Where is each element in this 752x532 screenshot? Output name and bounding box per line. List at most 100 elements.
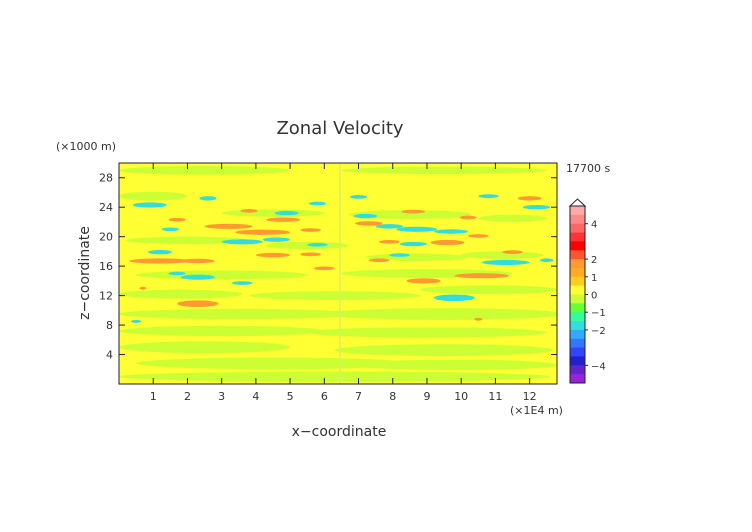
x-tick-label: 7 — [355, 390, 362, 403]
contour-region-pos1 — [204, 223, 253, 229]
contour-region-neg1 — [539, 258, 554, 263]
colorbar-band — [570, 267, 585, 278]
contour-region-neutral — [125, 236, 250, 245]
contour-region-neutral — [119, 191, 188, 201]
x-tick-label: 6 — [321, 390, 328, 403]
y-axis: 4 8 12 16 20 24 28 — [99, 172, 557, 362]
contour-region-pos1 — [314, 266, 335, 271]
contour-region-pos1 — [235, 229, 291, 235]
contour-region-neutral — [348, 210, 472, 219]
contour-region-neg1 — [130, 319, 142, 323]
contour-region-neg1 — [307, 242, 328, 247]
contour-region-pos1 — [368, 258, 390, 263]
contour-region-pos1 — [406, 278, 441, 284]
contour-region-neutral — [119, 371, 551, 382]
contour-region-neutral — [478, 214, 547, 222]
contour-region-pos1 — [430, 239, 465, 246]
colorbar-band — [570, 356, 585, 366]
contour-region-neg1 — [262, 237, 291, 242]
colorbar-band — [570, 329, 585, 340]
colorbar-band — [570, 223, 585, 234]
contour-region-neg1 — [399, 241, 427, 247]
colorbar-label: −1 — [591, 308, 606, 319]
contour-region-pos1 — [180, 258, 215, 264]
contour-region-neg1 — [349, 195, 368, 199]
contour-region-neutral — [461, 251, 544, 259]
contour-region-neutral — [341, 166, 547, 175]
colorbar-band — [570, 276, 585, 287]
colorbar-band — [570, 214, 585, 225]
x-unit-label: (×1E4 m) — [510, 404, 563, 417]
colorbar-band — [570, 321, 585, 331]
contour-region-neg1 — [478, 194, 499, 198]
contour-region-neg1 — [522, 204, 551, 210]
x-tick-label: 3 — [218, 390, 225, 403]
colorbar-label: 2 — [591, 255, 597, 266]
contour-region-neg1 — [168, 271, 186, 276]
colorbar-label: 0 — [591, 291, 597, 302]
x-tick-label: 12 — [523, 390, 537, 403]
contour-region-neutral — [249, 291, 421, 301]
colorbar-band — [570, 250, 585, 260]
colorbar-band — [570, 365, 585, 375]
contour-region-pos1 — [300, 252, 321, 257]
contour-region-pos1 — [139, 286, 147, 290]
y-tick-label: 4 — [106, 349, 113, 362]
colorbar-band — [570, 294, 585, 304]
contour-region-pos1 — [177, 300, 219, 308]
contour-region-neutral — [136, 357, 410, 370]
y-tick-label: 16 — [99, 260, 113, 273]
contour-region-neutral — [266, 241, 349, 250]
contour-region-neg1 — [231, 281, 253, 285]
colorbar-band — [570, 285, 585, 295]
contour-region-pos1 — [168, 217, 186, 222]
contour-region-neg1 — [433, 294, 475, 302]
contour-region-neg1 — [148, 249, 173, 255]
contour-region-neg1 — [221, 239, 263, 245]
contour-region-neutral — [420, 285, 557, 295]
colorbar-band — [570, 241, 585, 251]
y-tick-label: 28 — [99, 172, 113, 185]
colorbar-label: 4 — [591, 220, 597, 231]
y-tick-label: 24 — [99, 201, 113, 214]
y-tick-label: 20 — [99, 231, 113, 244]
colorbar-band — [570, 338, 585, 349]
colorbar-label: −4 — [591, 361, 606, 372]
contour-region-neutral — [351, 359, 557, 371]
x-tick-label: 5 — [287, 390, 294, 403]
contour-region-neg1 — [308, 201, 327, 206]
colorbar-band — [570, 303, 585, 313]
contour-region-neg1 — [199, 196, 217, 201]
contour-region-neutral — [119, 289, 243, 299]
contour-region-neg1 — [433, 229, 469, 234]
y-tick-label: 12 — [99, 290, 113, 303]
contour-region-neg1 — [375, 224, 404, 229]
contour-region-pos1 — [459, 215, 477, 220]
contour-region-neutral — [119, 341, 291, 354]
colorbar-band — [570, 232, 585, 242]
x-tick-label: 1 — [150, 390, 157, 403]
contour-region-neutral — [221, 209, 325, 217]
contour-field — [119, 163, 557, 384]
contour-region-pos1 — [454, 273, 510, 279]
x-axis-label: x−coordinate — [292, 424, 387, 440]
contour-region-neg1 — [389, 253, 410, 257]
colorbar-band — [570, 374, 585, 384]
colorbar-label: −2 — [591, 326, 606, 337]
contour-region-neutral — [324, 308, 557, 320]
contour-region-pos1 — [255, 252, 291, 258]
contour-region-neutral — [307, 327, 547, 338]
colorbar-band — [570, 347, 585, 357]
contour-region-neg1 — [132, 202, 167, 208]
x-tick-label: 4 — [252, 390, 259, 403]
plot-frame — [118, 162, 558, 385]
x-axis: 1 2 3 4 5 6 7 8 9 10 11 12 — [150, 163, 537, 403]
contour-region-neg1 — [274, 210, 299, 216]
x-tick-label: 11 — [488, 390, 502, 403]
contour-region-pos1 — [266, 217, 301, 222]
x-tick-label: 8 — [389, 390, 396, 403]
contour-region-pos1 — [474, 317, 483, 321]
contour-region-pos1 — [502, 250, 523, 254]
contour-region-pos1 — [240, 209, 258, 213]
